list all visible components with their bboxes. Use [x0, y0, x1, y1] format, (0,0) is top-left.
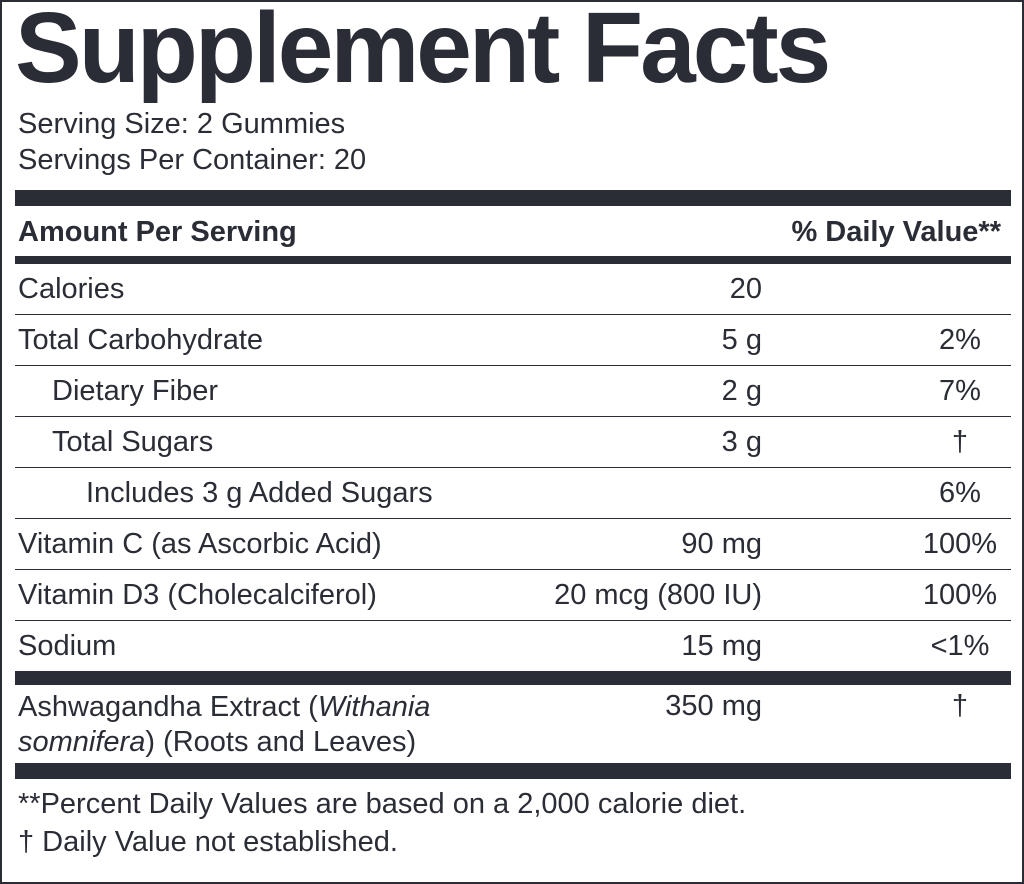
nutrient-row: Calories 20: [15, 264, 1011, 315]
nutrient-rows: Calories 20 Total Carbohydrate 5 g 2% Dietary…: [15, 264, 1011, 671]
nutrient-name: Calories: [18, 273, 125, 305]
daily-value: †: [951, 426, 969, 458]
amount: 20 mcg (800 IU): [554, 579, 762, 611]
nutrient-name: Total Carbohydrate: [18, 324, 264, 356]
amount: 5 g: [721, 324, 762, 356]
amount: 2 g: [721, 375, 762, 407]
bar: [15, 256, 1011, 264]
bar: [15, 671, 1011, 685]
name-part: Ashwagandha Extract (: [18, 691, 318, 723]
servings-per-container: Servings Per Container: 20: [18, 144, 367, 176]
daily-value: <1%: [930, 630, 990, 662]
nutrient-name: Vitamin D3 (Cholecalciferol): [18, 579, 377, 611]
daily-value: 100%: [922, 528, 998, 560]
thick-bar: [15, 190, 1011, 206]
nutrient-name: Sodium: [18, 630, 117, 662]
thick-bar: [15, 763, 1011, 779]
amount: 15 mg: [681, 630, 762, 662]
nutrient-row: Sodium 15 mg <1%: [15, 621, 1011, 671]
nutrient-row: Dietary Fiber 2 g 7%: [15, 366, 1011, 417]
amount: 350 mg: [665, 690, 762, 722]
nutrient-row: Vitamin C (as Ascorbic Acid) 90 mg 100%: [15, 519, 1011, 570]
table-header: Amount Per Serving % Daily Value**: [15, 206, 1011, 256]
name-part: ) (Roots and Leaves): [145, 726, 417, 758]
footnotes: **Percent Daily Values are based on a 2,…: [15, 785, 1011, 861]
nutrient-name: Vitamin C (as Ascorbic Acid): [18, 528, 382, 560]
amount: 90 mg: [681, 528, 762, 560]
daily-value: 6%: [939, 477, 981, 509]
footnote: † Daily Value not established.: [18, 826, 398, 858]
daily-value: 100%: [922, 579, 998, 611]
title: Supplement Facts: [15, 0, 831, 104]
nutrient-row: Includes 3 g Added Sugars 6%: [15, 468, 1011, 519]
nutrient-name: Dietary Fiber: [52, 375, 218, 407]
other-ingredient-row: Ashwagandha Extract (Withania somnifera)…: [15, 685, 1011, 763]
nutrient-name: Includes 3 g Added Sugars: [86, 477, 433, 509]
label-body: Supplement Facts Serving Size: 2 Gummies…: [15, 0, 1011, 861]
amount: 3 g: [721, 426, 762, 458]
daily-value: 2%: [939, 324, 981, 356]
header-dv: % Daily Value**: [791, 216, 1001, 248]
nutrient-name: Total Sugars: [52, 426, 214, 458]
header-amount: Amount Per Serving: [18, 216, 297, 248]
amount: 20: [729, 273, 762, 305]
name-part-italic: Withania somnifera: [18, 691, 431, 758]
footnote: **Percent Daily Values are based on a 2,…: [18, 788, 747, 820]
serving-size: Serving Size: 2 Gummies: [18, 108, 346, 140]
nutrient-row: Total Sugars 3 g †: [15, 417, 1011, 468]
nutrient-row: Vitamin D3 (Cholecalciferol) 20 mcg (800 …: [15, 570, 1011, 621]
daily-value: †: [951, 690, 969, 722]
nutrient-row: Total Carbohydrate 5 g 2%: [15, 315, 1011, 366]
daily-value: 7%: [939, 375, 981, 407]
ingredient-name: Ashwagandha Extract (Withania somnifera)…: [18, 690, 488, 760]
